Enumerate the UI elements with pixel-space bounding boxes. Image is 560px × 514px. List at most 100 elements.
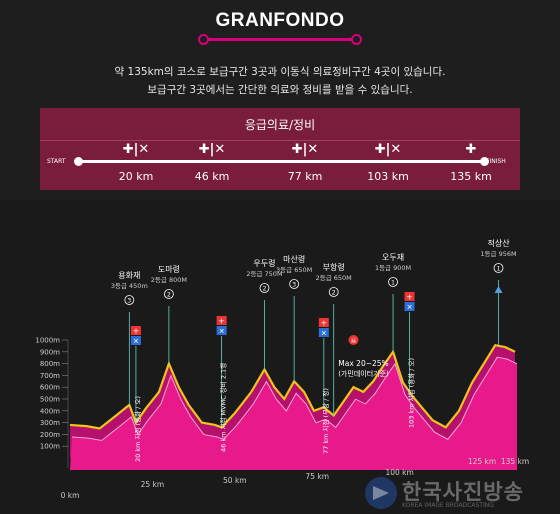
logo-underline xyxy=(202,38,358,41)
start-label: START xyxy=(47,158,66,165)
climb-category-circle xyxy=(328,287,339,297)
x-tick-label: 0 km xyxy=(61,491,80,500)
medical-cross-icon: + xyxy=(218,317,225,326)
climb-category-circle xyxy=(124,295,135,305)
climb-category-circle xyxy=(493,263,504,273)
repair-box-icon xyxy=(404,302,415,311)
aid-stop-km-2: 46 km xyxy=(194,170,230,183)
climb-name: 우두령 xyxy=(253,259,275,268)
y-tick-label: 600m xyxy=(40,384,60,392)
y-tick-label: 800m xyxy=(40,360,60,368)
repair-tools-icon: ✕ xyxy=(407,304,413,312)
course-start-dot xyxy=(74,157,83,166)
repair-box-icon xyxy=(216,326,227,335)
y-tick-label: 1000m xyxy=(35,337,60,345)
aid-band-separator xyxy=(40,140,520,141)
medical-cross-icon: + xyxy=(133,327,140,336)
summit-flag-icon xyxy=(494,286,503,293)
max-gradient-source: (가민데이터기준) xyxy=(338,369,389,378)
top-section: GRANFONDO 약 135km의 코스로 보급구간 3곳과 이동식 의료정비… xyxy=(0,0,560,200)
logo-dot-left xyxy=(198,34,209,45)
climb-category-circle xyxy=(289,279,300,289)
climb-category-circle xyxy=(388,277,398,287)
aid-stop-icon-3: ✚|✕ xyxy=(291,142,319,157)
repair-box-icon xyxy=(318,328,329,337)
medical-box-icon xyxy=(404,292,415,301)
climb-category-number: 2 xyxy=(263,286,267,293)
profile-ridge-line xyxy=(69,343,516,430)
aid-stop-icon-2: ✚|✕ xyxy=(198,142,226,157)
climb-category-number: 2 xyxy=(332,290,336,297)
finish-label: FINISH xyxy=(486,158,506,165)
aid-stop-icon-5: ✚ xyxy=(465,142,477,157)
climb-grade: 1등급 900M xyxy=(375,264,411,272)
climb-name: 부항령 xyxy=(323,263,345,272)
skull-warning-icon xyxy=(348,335,359,345)
climb-category-number: 1 xyxy=(497,266,501,273)
climb-grade: 2등급 750M xyxy=(246,270,282,278)
y-tick-label: 900m xyxy=(40,348,60,356)
climb-grade: 3등급 650M xyxy=(276,266,312,274)
aid-stop-icon-4: ✚|✕ xyxy=(374,142,402,157)
repair-box-icon xyxy=(130,336,141,345)
skull-glyph: ☠ xyxy=(350,337,356,345)
aid-band-title: 응급의료/정비 xyxy=(244,118,316,132)
climb-category-number: 3 xyxy=(127,298,131,305)
repair-tools-icon: ✕ xyxy=(133,338,139,346)
watermark-logo-icon xyxy=(365,477,397,509)
x-tick-label: 125 km xyxy=(468,457,496,466)
profile-front-edge xyxy=(71,356,518,442)
medical-box-icon xyxy=(216,316,227,325)
elevation-profile-chart: 100m 200m 300m 400m 500m 600m 700m 800m 900m 1000… xyxy=(35,238,529,500)
climb-grade: 2등급 650M xyxy=(316,274,352,282)
y-tick-label: 500m xyxy=(40,396,60,404)
aid-point-label: 20 km 지점 (용화 / 오) xyxy=(133,396,142,462)
climb-name: 오두재 xyxy=(382,253,404,262)
x-tick-label: 100 km xyxy=(385,468,413,477)
course-line xyxy=(78,160,484,163)
watermark-text: 한국사진방송 xyxy=(402,480,524,504)
climb-name: 용화재 xyxy=(118,271,140,280)
climb-category-circle xyxy=(163,289,174,299)
climb-grade: 3등급 450m xyxy=(111,282,148,290)
aid-stop-km-1: 20 km xyxy=(118,170,154,183)
aid-point-label: 46 km 지점 MVMC 장비 2.1행 xyxy=(219,363,228,452)
climb-grade: 2등급 800M xyxy=(151,276,187,284)
climb-category-number: 2 xyxy=(167,292,171,299)
climb-name: 적상산 xyxy=(487,238,510,248)
aid-stop-km-4: 103 km xyxy=(367,170,409,183)
profile-area xyxy=(70,357,517,470)
climb-category-number: 3 xyxy=(292,282,296,289)
intro-line-1: 약 135km의 코스로 보급구간 3곳과 이동식 의료정비구간 4곳이 있습니… xyxy=(114,66,446,78)
intro-line-2: 보급구간 3곳에서는 간단한 의료와 정비를 받을 수 있습니다. xyxy=(147,84,413,96)
watermark-subtext: KOREA IMAGE BROADCASTING xyxy=(402,502,494,509)
y-tick-label: 100m xyxy=(40,443,60,451)
aid-stop-icon-1: ✚|✕ xyxy=(122,142,150,157)
x-tick-label: 50 km xyxy=(223,476,247,485)
x-tick-label: 25 km xyxy=(141,480,165,489)
aid-band: 응급의료/정비 xyxy=(40,108,520,190)
climb-category-circle xyxy=(259,283,270,293)
repair-tools-icon: ✕ xyxy=(321,330,327,338)
climb-name: 도마령 xyxy=(158,265,180,274)
medical-cross-icon: + xyxy=(320,319,327,328)
y-tick-label: 400m xyxy=(40,407,60,415)
x-tick-label: 75 km xyxy=(305,472,329,481)
y-tick-label: 200m xyxy=(40,431,60,439)
granfondo-logo: GRANFONDO xyxy=(198,6,362,50)
max-gradient-text: Max 20~25% xyxy=(338,359,388,368)
y-tick-label: 300m xyxy=(40,419,60,427)
aid-stop-km-5: 135 km xyxy=(450,170,492,183)
repair-tools-icon: ✕ xyxy=(219,328,225,336)
climb-category-number: 1 xyxy=(391,280,395,287)
medical-cross-icon: + xyxy=(406,293,413,302)
aid-point-label: 77 km 지점 (부항 / 정) xyxy=(321,388,330,454)
medical-box-icon xyxy=(130,326,141,335)
climb-grade: 1등급 956M xyxy=(480,250,516,258)
medical-box-icon xyxy=(318,318,329,327)
aid-point-label: 103 km 지점 (용화 / 오) xyxy=(407,358,416,428)
x-tick-label: 135 km xyxy=(501,457,529,466)
course-finish-dot xyxy=(480,157,489,166)
climb-name: 마산령 xyxy=(283,254,305,264)
logo-text: GRANFONDO xyxy=(215,10,345,31)
